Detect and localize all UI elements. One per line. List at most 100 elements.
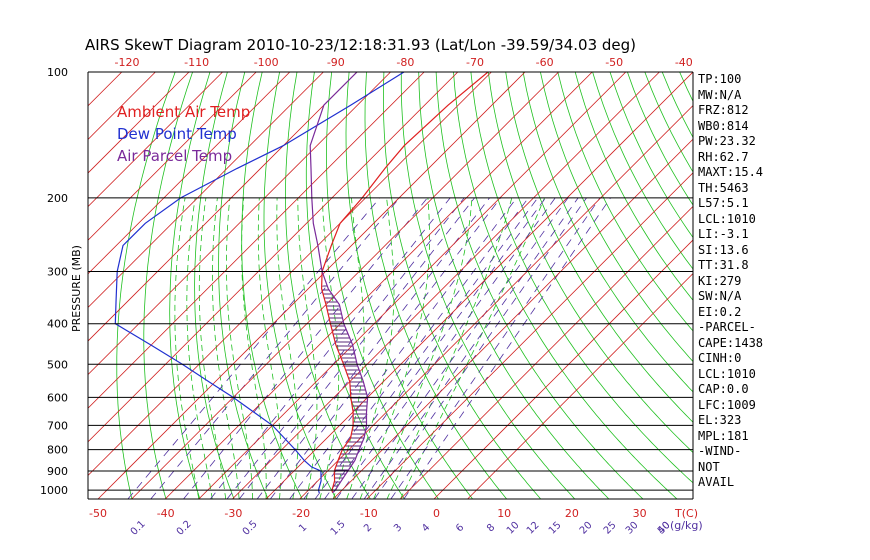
mixing-ratio-tick-label: 12 [525, 520, 542, 537]
stat-line: SI:13.6 [698, 242, 749, 257]
mixing-ratio-tick-label: 1.5 [329, 519, 348, 538]
isotherm-line [88, 72, 324, 308]
dry-adiabat-line [116, 72, 176, 499]
bottom-temp-unit-label: T(C) [674, 507, 698, 520]
bottom-temp-tick-label: -40 [157, 507, 175, 520]
isotherm-line [164, 72, 593, 499]
dry-adiabat-line [418, 72, 610, 499]
isotherm-line [88, 72, 459, 443]
stat-line: LI:-3.1 [698, 227, 749, 241]
stat-line: SW:N/A [698, 289, 742, 303]
pressure-tick-label: 200 [47, 192, 68, 205]
mixing-ratio-tick-label: 6 [454, 522, 466, 534]
stat-line: LCL:1010 [698, 366, 756, 381]
isotherm-line [299, 105, 693, 499]
isotherm-line [0, 72, 55, 499]
ambient-temp-line [320, 72, 489, 493]
dry-adiabat-line [505, 72, 693, 423]
pressure-tick-label: 300 [47, 266, 68, 279]
stat-line: CAP:0.0 [698, 382, 749, 396]
mixing-ratio-line [238, 197, 475, 499]
mixing-ratio-line [127, 197, 381, 499]
legend-ambient: Ambient Air Temp [117, 103, 251, 121]
dry-adiabat-line [435, 72, 644, 499]
pressure-tick-label: 800 [47, 444, 68, 457]
mixing-ratio-tick-label: 15 [547, 520, 564, 537]
dry-adiabat-line [194, 72, 235, 499]
mixing-ratio-line [351, 197, 569, 499]
y-axis-label: PRESSURE (MB) [70, 245, 83, 332]
mixing-ratio-tick-label: 4 [420, 522, 432, 534]
stat-line: TH:5463 [698, 180, 749, 195]
mixing-ratio-tick-label: 1 [297, 522, 309, 534]
dry-adiabat-line [169, 72, 211, 499]
mixing-ratio-tick-label: 2 [362, 522, 374, 534]
dry-adiabat-line [143, 72, 193, 499]
chart-title: AIRS SkewT Diagram 2010-10-23/12:18:31.9… [85, 36, 637, 54]
mixing-ratio-tick-label: 0.2 [175, 519, 194, 538]
moist-adiabat-line [276, 197, 299, 499]
isotherm-line [88, 72, 358, 342]
mixing-ratio-tick-label: 0.1 [129, 519, 148, 538]
parcel-temp-line [309, 72, 369, 494]
dry-adiabat-line [345, 72, 473, 499]
isotherm-line [88, 72, 257, 241]
isotherm-line [131, 72, 559, 499]
moist-adiabat-line [226, 197, 253, 499]
legend-dewpoint: Dew Point Temp [117, 125, 237, 143]
isotherm-line [88, 72, 190, 174]
moist-adiabat-line [241, 197, 267, 499]
stat-line: MPL:181 [698, 428, 749, 443]
pressure-tick-label: 400 [47, 318, 68, 331]
pressure-tick-label: 900 [47, 465, 68, 478]
top-temp-tick-label: -120 [115, 56, 140, 69]
stat-line: -PARCEL- [698, 320, 756, 334]
top-temp-tick-label: -70 [466, 56, 484, 69]
dry-adiabat-line [453, 72, 678, 499]
mixing-ratio-line [270, 197, 501, 499]
dry-adiabat-line [364, 72, 507, 499]
bottom-temp-tick-label: -10 [360, 507, 378, 520]
bottom-temp-tick-label: 0 [433, 507, 440, 520]
bottom-temp-tick-label: -20 [292, 507, 310, 520]
stat-line: MAXT:15.4 [698, 165, 764, 179]
mixing-ratio-tick-label: 25 [602, 520, 619, 537]
stat-line: TP:100 [698, 72, 742, 86]
cape-hatched-area [321, 284, 368, 493]
mixing-ratio-line [403, 197, 611, 499]
dry-adiabat-line [522, 72, 693, 393]
mixing-ratio-line [256, 197, 490, 499]
moist-adiabat-line [212, 197, 240, 499]
mixing-ratio-line [390, 197, 601, 499]
stat-line: PW:23.32 [698, 134, 756, 148]
mixing-ratio-line [374, 197, 587, 499]
stat-line: L57:5.1 [698, 196, 749, 210]
dewpoint-line [114, 72, 405, 493]
stat-line: EI:0.2 [698, 304, 742, 319]
legend: Ambient Air Temp Dew Point Temp Air Parc… [117, 101, 250, 167]
isobars: 100 200 300 400 500 600 700 800 900 1000 [40, 66, 693, 497]
moist-adiabats [174, 197, 545, 499]
plot-frame [87, 71, 694, 500]
dry-adiabat-line [305, 72, 405, 499]
moist-adiabat-line [174, 197, 200, 499]
isotherm-line [265, 72, 693, 499]
moist-adiabat-line [257, 197, 282, 499]
isotherm-line [88, 72, 123, 107]
dry-adiabat-line [487, 72, 693, 454]
stat-line: CINH:0 [698, 351, 742, 365]
mixing-ratio-tick-label: 0.5 [241, 519, 260, 538]
isotherm-line [0, 72, 21, 499]
stat-line: CAPE:1438 [698, 335, 764, 350]
pressure-tick-label: 700 [47, 419, 68, 432]
pressure-tick-label: 1000 [40, 484, 68, 497]
isotherm-line [97, 72, 526, 499]
top-temp-tick-label: -100 [254, 56, 279, 69]
mixing-ratio-tick-label: 10 [505, 520, 522, 537]
pressure-tick-label: 500 [47, 358, 68, 371]
plot-area [0, 72, 693, 499]
profile-series [114, 72, 489, 494]
isotherm-line [366, 172, 693, 499]
bottom-temp-tick-label: -30 [224, 507, 242, 520]
